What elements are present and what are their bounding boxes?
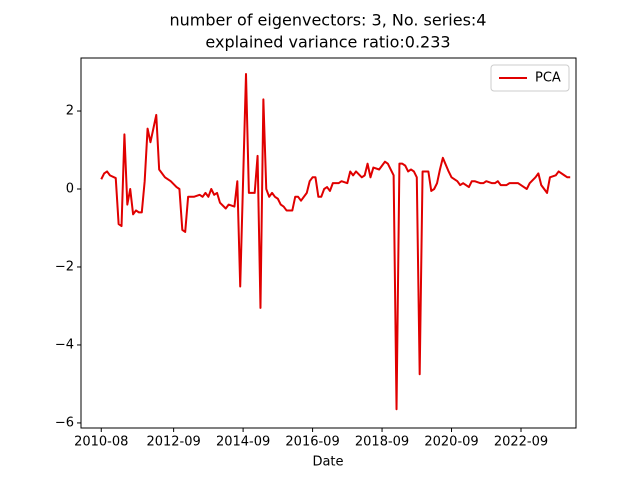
x-tick-label: 2018-09 — [355, 435, 409, 450]
y-tick-label: 2 — [66, 104, 74, 119]
x-tick-label: 2020-09 — [424, 435, 478, 450]
x-tick-label: 2014-09 — [216, 435, 270, 450]
legend-label: PCA — [535, 71, 561, 86]
y-tick-label: −2 — [55, 259, 74, 274]
x-tick-label: 2012-09 — [146, 435, 200, 450]
y-tick-label: −6 — [55, 415, 74, 430]
y-tick-label: −4 — [55, 337, 74, 352]
x-axis-label: Date — [312, 455, 343, 470]
data-line — [100, 72, 571, 411]
legend-box — [490, 64, 570, 92]
x-tick-label: 2010-08 — [74, 435, 128, 450]
x-tick-label: 2016-09 — [285, 435, 339, 450]
chart-title: number of eigenvectors: 3, No. series:4 — [170, 11, 487, 30]
y-tick-label: 0 — [66, 182, 74, 197]
plot-frame — [80, 57, 577, 429]
x-tick-label: 2022-09 — [494, 435, 548, 450]
chart-title: explained variance ratio:0.233 — [205, 33, 450, 52]
